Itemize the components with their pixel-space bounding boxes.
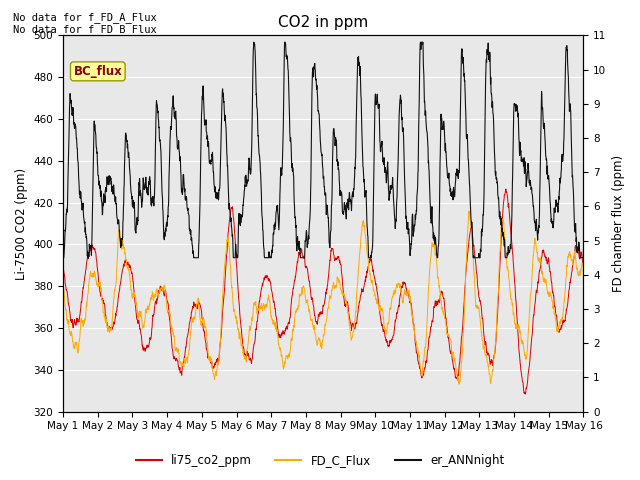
er_ANNnight: [469, 255, 477, 261]
FD_C_Flux: [312, 337, 320, 343]
FD_C_Flux: [580, 270, 588, 276]
er_ANNnight: [312, 81, 320, 87]
Y-axis label: FD chamber flux (ppm): FD chamber flux (ppm): [612, 155, 625, 292]
er_ANNnight: [299, 255, 307, 261]
li75_co2_ppm: [580, 260, 588, 265]
FD_C_Flux: [470, 256, 477, 262]
FD_C_Flux: [465, 208, 473, 214]
li75_co2_ppm: [564, 290, 572, 296]
er_ANNnight: [59, 255, 67, 261]
er_ANNnight: [580, 247, 588, 252]
Text: No data for f_FD_A_Flux: No data for f_FD_A_Flux: [13, 12, 157, 23]
er_ANNnight: [86, 245, 93, 251]
Y-axis label: Li-7500 CO2 (ppm): Li-7500 CO2 (ppm): [15, 168, 28, 279]
er_ANNnight: [564, 74, 572, 80]
er_ANNnight: [564, 86, 572, 92]
Line: FD_C_Flux: FD_C_Flux: [63, 211, 584, 384]
Text: No data for f_FD_B_Flux: No data for f_FD_B_Flux: [13, 24, 157, 35]
Line: er_ANNnight: er_ANNnight: [63, 42, 584, 258]
FD_C_Flux: [86, 276, 93, 282]
li75_co2_ppm: [312, 319, 320, 325]
FD_C_Flux: [565, 252, 573, 258]
Line: li75_co2_ppm: li75_co2_ppm: [63, 189, 584, 394]
FD_C_Flux: [298, 285, 306, 290]
li75_co2_ppm: [298, 252, 306, 258]
FD_C_Flux: [564, 251, 572, 257]
li75_co2_ppm: [502, 186, 509, 192]
Legend: li75_co2_ppm, FD_C_Flux, er_ANNnight: li75_co2_ppm, FD_C_Flux, er_ANNnight: [131, 449, 509, 472]
li75_co2_ppm: [469, 238, 477, 243]
li75_co2_ppm: [522, 391, 529, 397]
er_ANNnight: [250, 39, 258, 45]
FD_C_Flux: [455, 381, 463, 387]
Title: CO2 in ppm: CO2 in ppm: [278, 15, 369, 30]
li75_co2_ppm: [565, 288, 573, 293]
Text: BC_flux: BC_flux: [74, 65, 122, 78]
li75_co2_ppm: [86, 248, 93, 253]
FD_C_Flux: [59, 288, 67, 294]
li75_co2_ppm: [59, 266, 67, 272]
